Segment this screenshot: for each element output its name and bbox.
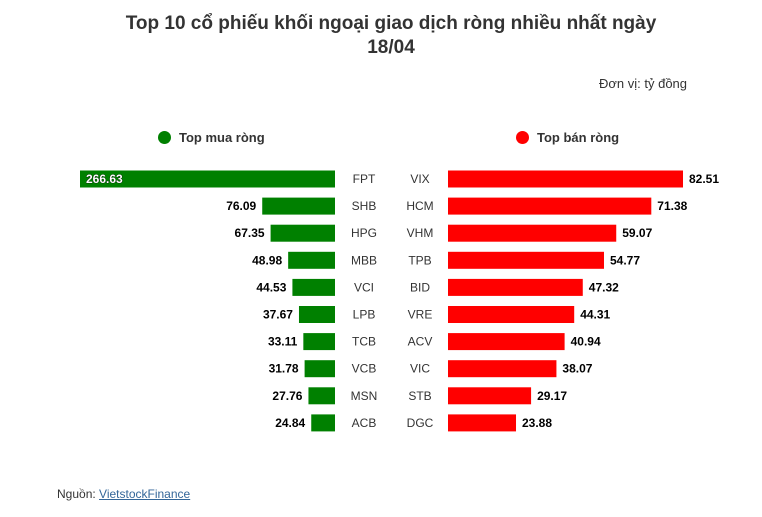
buy-category-label: MSN bbox=[351, 389, 378, 403]
sell-bar-vic bbox=[448, 360, 557, 378]
buy-bar-acb bbox=[311, 414, 335, 432]
buy-bar-lpb bbox=[298, 306, 335, 323]
sell-category-label: VHM bbox=[407, 226, 434, 240]
sell-bar-bid bbox=[448, 278, 583, 296]
sell-bar-dgc bbox=[448, 414, 517, 432]
buy-bar-vci bbox=[292, 278, 335, 296]
buy-category-label: MBB bbox=[351, 253, 377, 267]
sell-bar-vix bbox=[448, 170, 683, 188]
buy-category-label: LPB bbox=[353, 308, 376, 322]
legend-sell-marker bbox=[516, 130, 529, 144]
sell-category-label: VIX bbox=[410, 172, 429, 186]
sell-bar-vre bbox=[448, 306, 575, 323]
buy-value-label: 48.98 bbox=[252, 253, 282, 267]
sell-category-label: STB bbox=[408, 389, 431, 403]
legend-buy-marker bbox=[158, 130, 171, 144]
buy-bar-msn bbox=[308, 387, 335, 405]
sell-value-label: 47.32 bbox=[589, 280, 619, 294]
sell-category-label: DGC bbox=[407, 416, 434, 430]
buy-category-label: VCB bbox=[352, 362, 377, 376]
sell-value-label: 23.88 bbox=[522, 416, 552, 430]
buy-bar-fpt bbox=[80, 170, 335, 188]
legend-sell-label: Top bán ròng bbox=[537, 129, 620, 145]
buy-value-label: 44.53 bbox=[256, 280, 286, 294]
legend-buy[interactable]: Top mua ròng bbox=[158, 128, 265, 146]
source-prefix: Nguồn: bbox=[57, 487, 100, 501]
buy-category-label: FPT bbox=[353, 172, 376, 186]
buy-category-label: ACB bbox=[352, 416, 377, 430]
sell-value-label: 29.17 bbox=[537, 389, 567, 403]
buy-bar-shb bbox=[262, 197, 335, 215]
sell-bar-hcm bbox=[448, 197, 652, 215]
sell-value-label: 54.77 bbox=[610, 253, 640, 267]
sell-value-label: 59.07 bbox=[622, 226, 652, 240]
buy-bar-tcb bbox=[303, 333, 335, 351]
sell-value-label: 44.31 bbox=[580, 308, 610, 322]
sell-bar-tpb bbox=[448, 251, 604, 269]
buy-category-label: VCI bbox=[354, 280, 374, 294]
sell-category-label: TPB bbox=[408, 253, 431, 267]
buy-value-label: 76.09 bbox=[226, 199, 256, 213]
legend-sell[interactable]: Top bán ròng bbox=[516, 128, 619, 146]
chart-title-line-1: Top 10 cổ phiếu khối ngoại giao dịch ròn… bbox=[125, 13, 657, 34]
buy-value-label: 266.63 bbox=[86, 172, 123, 186]
buy-value-label: 31.78 bbox=[269, 362, 299, 376]
sell-value-label: 82.51 bbox=[689, 172, 719, 186]
buy-value-label: 33.11 bbox=[268, 335, 298, 349]
unit-label: Đơn vị: tỷ đồng bbox=[599, 76, 688, 91]
buy-bar-vcb bbox=[304, 360, 335, 378]
sell-value-label: 40.94 bbox=[571, 335, 601, 349]
source-line: Nguồn: VietstockFinance bbox=[57, 487, 190, 501]
buy-value-label: 24.84 bbox=[275, 416, 305, 430]
sell-bar-stb bbox=[448, 387, 532, 405]
sell-category-label: HCM bbox=[406, 199, 433, 213]
sell-value-label: 71.38 bbox=[657, 199, 687, 213]
buy-category-label: HPG bbox=[351, 226, 377, 240]
sell-category-label: ACV bbox=[408, 335, 433, 349]
buy-value-label: 27.76 bbox=[272, 389, 302, 403]
buy-bar-hpg bbox=[270, 224, 335, 242]
chart-title-line-2: 18/04 bbox=[367, 37, 415, 58]
sell-category-label: VIC bbox=[410, 362, 430, 376]
sell-category-label: BID bbox=[410, 280, 430, 294]
source-link[interactable]: VietstockFinance bbox=[99, 487, 191, 501]
buy-category-label: SHB bbox=[352, 199, 377, 213]
sell-bar-acv bbox=[448, 333, 565, 351]
buy-category-label: TCB bbox=[352, 335, 376, 349]
sell-category-label: VRE bbox=[408, 308, 433, 322]
sell-bar-vhm bbox=[448, 224, 617, 242]
legend-buy-label: Top mua ròng bbox=[179, 129, 265, 145]
sell-value-label: 38.07 bbox=[562, 362, 592, 376]
buy-bar-mbb bbox=[288, 251, 335, 269]
chart-title: Top 10 cổ phiếu khối ngoại giao dịch ròn… bbox=[0, 12, 762, 60]
buy-value-label: 37.67 bbox=[263, 308, 293, 322]
buy-value-label: 67.35 bbox=[235, 226, 265, 240]
